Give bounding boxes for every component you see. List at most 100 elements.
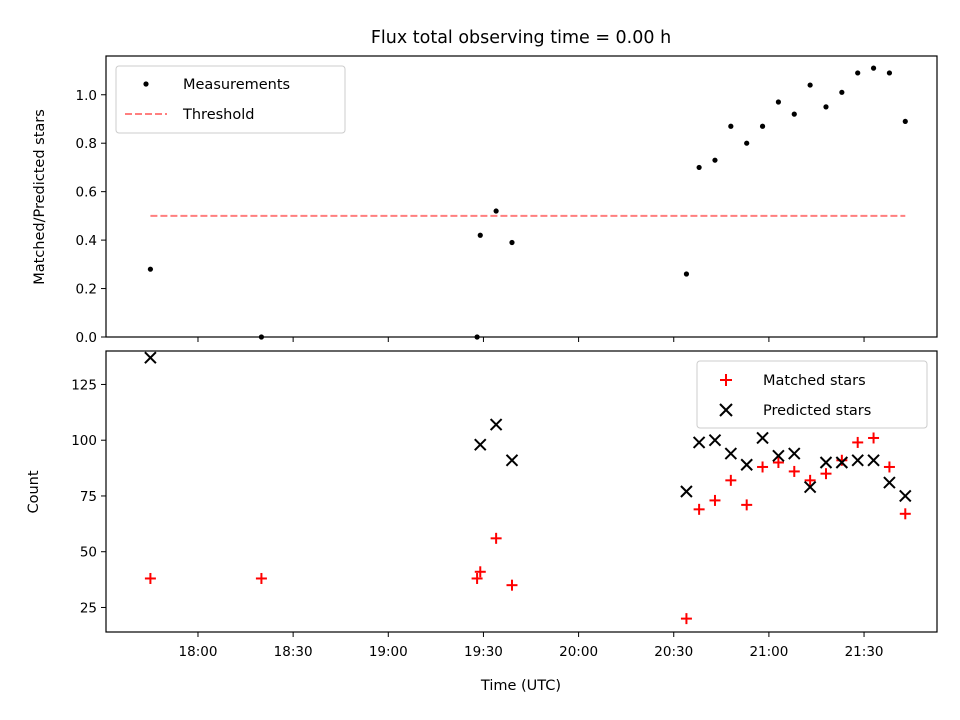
matched-star-point	[693, 503, 705, 515]
measurement-point	[474, 334, 480, 340]
measurement-point	[855, 70, 861, 76]
bottom-ytick-label: 125	[71, 377, 97, 393]
matched-star-point	[741, 499, 753, 511]
top-ytick-label: 1.0	[76, 88, 97, 104]
predicted-star-point	[724, 447, 738, 460]
top-data-marks	[147, 65, 908, 340]
top-ytick-label: 0.0	[76, 330, 97, 346]
top-x-ticks	[197, 337, 865, 342]
matched-star-point	[709, 494, 721, 506]
top-ytick-label: 0.2	[76, 282, 97, 298]
matched-star-point	[772, 457, 784, 469]
measurement-point	[886, 70, 893, 76]
measurement-point	[902, 118, 908, 125]
predicted-star-point	[680, 485, 693, 498]
matched-star-point	[255, 572, 267, 584]
measurement-point	[147, 266, 154, 272]
predicted-star-point	[803, 480, 817, 494]
top-ytick-label: 0.8	[76, 136, 97, 152]
xtick-label: 21:30	[845, 644, 884, 660]
matched-star-point	[506, 579, 518, 591]
measurement-point	[696, 164, 702, 171]
predicted-star-point	[772, 449, 785, 463]
measurement-point	[823, 104, 829, 110]
measurement-point	[258, 334, 265, 340]
measurement-point	[744, 140, 750, 146]
xtick-label: 20:00	[559, 644, 598, 660]
xtick-label: 18:30	[274, 644, 313, 660]
legend-measurements-label: Measurements	[183, 77, 290, 93]
measurement-point	[839, 89, 845, 95]
top-panel: Matched/Predicted stars 0.0 0.2 0.4 0.6 0.8 1…	[32, 55, 938, 346]
matched-star-point	[474, 566, 486, 578]
measurement-point	[759, 123, 766, 129]
matched-star-point	[725, 474, 737, 486]
measurement-point	[728, 123, 734, 129]
top-y-axis-label: Matched/Predicted stars	[32, 109, 48, 285]
measurement-point	[493, 208, 499, 214]
legend-matched-marker	[720, 374, 732, 386]
predicted-star-point	[819, 456, 833, 469]
top-y-ticks: 0.0 0.2 0.4 0.6 0.8 1.0	[76, 88, 106, 346]
predicted-star-point	[489, 418, 503, 431]
predicted-star-point	[835, 456, 849, 469]
predicted-star-point	[867, 454, 880, 467]
measurement-point	[775, 99, 782, 105]
matched-star-point	[836, 454, 848, 466]
predicted-star-point	[851, 454, 864, 467]
bottom-ytick-label: 100	[71, 433, 97, 449]
bottom-y-ticks: 25 50 75 100 125	[71, 377, 106, 616]
matched-star-point	[820, 468, 832, 480]
matched-star-point	[144, 572, 156, 584]
matched-star-point	[788, 465, 800, 477]
xtick-label: 21:00	[749, 644, 788, 660]
legend-matched-label: Matched stars	[763, 373, 866, 389]
predicted-star-point	[883, 476, 896, 489]
top-ytick-label: 0.4	[76, 233, 97, 249]
matched-star-point	[757, 461, 769, 473]
measurement-point	[791, 111, 797, 117]
bottom-y-axis-label: Count	[26, 470, 42, 513]
legend-threshold-label: Threshold	[182, 107, 254, 123]
bottom-legend: Matched stars Predicted stars	[696, 360, 928, 429]
xtick-label: 20:30	[654, 644, 693, 660]
top-legend-box	[115, 65, 346, 134]
predicted-star-point	[474, 438, 487, 451]
legend-predicted-label: Predicted stars	[763, 403, 871, 419]
bottom-legend-box	[696, 360, 928, 429]
predicted-star-point	[505, 454, 519, 467]
top-ytick-label: 0.6	[76, 185, 97, 201]
chart-title: Flux total observing time = 0.00 h	[371, 28, 671, 48]
predicted-star-point	[144, 351, 157, 364]
measurement-point	[477, 232, 483, 238]
legend-predicted-marker	[719, 403, 733, 417]
bottom-x-ticks: 18:00 18:30 19:00 19:30 20:00 20:30 21:00 21:30	[179, 632, 884, 660]
predicted-star-point	[740, 458, 753, 471]
matched-star-point	[471, 572, 483, 584]
xtick-label: 19:30	[464, 644, 503, 660]
matched-star-point	[852, 436, 864, 448]
predicted-star-point	[692, 436, 706, 449]
matched-star-point	[899, 508, 911, 520]
legend-measurements-marker	[143, 81, 149, 87]
matched-star-point	[680, 613, 692, 625]
matched-star-point	[868, 432, 880, 444]
xtick-label: 19:00	[369, 644, 408, 660]
predicted-star-point	[708, 433, 722, 447]
predicted-star-point	[788, 447, 801, 460]
xtick-label: 18:00	[179, 644, 218, 660]
predicted-star-point	[899, 489, 912, 503]
predicted-star-point	[756, 431, 769, 445]
measurement-point	[683, 271, 690, 277]
bottom-data-marks	[144, 351, 912, 625]
bottom-axes-frame	[105, 350, 938, 633]
measurement-point	[509, 239, 515, 246]
x-axis-label: Time (UTC)	[480, 678, 561, 694]
matched-star-point	[490, 532, 502, 544]
measurement-point	[807, 82, 813, 88]
top-legend: Measurements Threshold	[115, 65, 346, 134]
bottom-panel: Count Time (UTC) 25 50 75 100 125 18:00 18:30…	[26, 350, 938, 694]
bottom-ytick-label: 75	[80, 489, 97, 505]
measurement-point	[870, 65, 877, 71]
